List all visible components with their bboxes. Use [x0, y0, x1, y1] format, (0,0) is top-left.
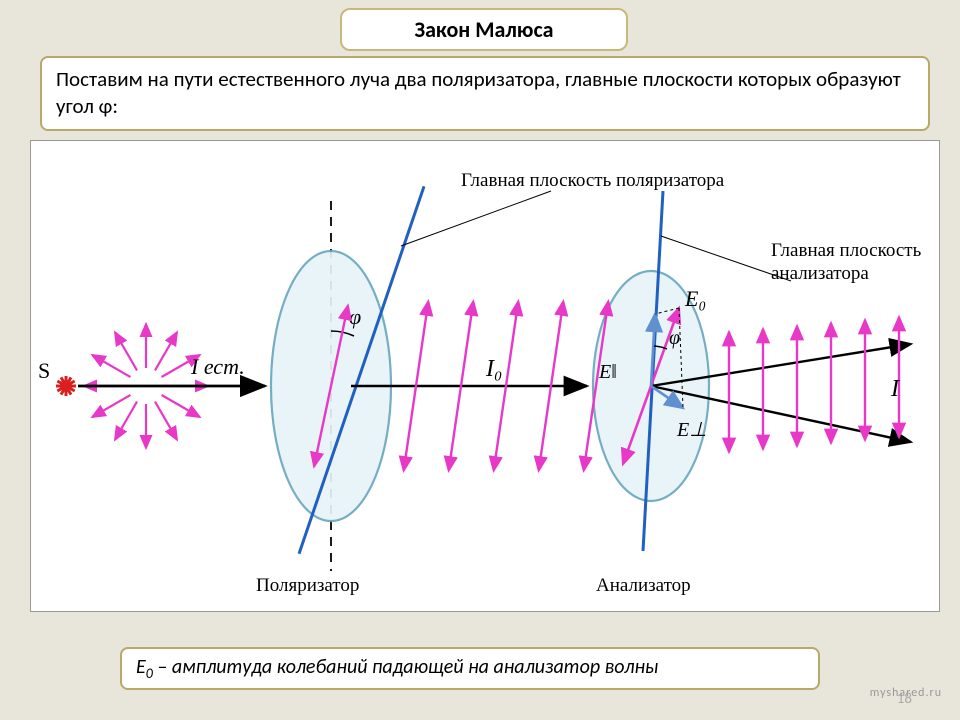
svg-text:E‖: E‖: [598, 361, 617, 383]
svg-text:анализатора: анализатора: [771, 263, 869, 284]
malus-law-diagram: φSI ест.I₀φE₀E‖E⊥IГлавная плоскость поля…: [31, 141, 941, 611]
footer-rest: – амплитуда колебаний падающей на анализ…: [153, 655, 658, 679]
svg-text:S: S: [38, 358, 50, 383]
svg-text:E₀: E₀: [684, 286, 706, 311]
svg-text:φ: φ: [669, 327, 680, 349]
svg-text:Анализатор: Анализатор: [596, 575, 691, 596]
description-box: Поставим на пути естественного луча два …: [40, 56, 930, 131]
footer-E: E: [136, 655, 146, 679]
footer-box: E0 – амплитуда колебаний падающей на ана…: [120, 647, 820, 690]
svg-text:Поляризатор: Поляризатор: [256, 575, 359, 596]
svg-text:Главная плоскость: Главная плоскость: [771, 240, 922, 261]
svg-text:I₀: I₀: [485, 356, 502, 382]
svg-text:E⊥: E⊥: [676, 419, 707, 441]
svg-text:I ест.: I ест.: [190, 354, 245, 379]
svg-text:I: I: [890, 376, 900, 402]
description-text: Поставим на пути естественного луча два …: [56, 66, 901, 119]
svg-text:φ: φ: [349, 304, 361, 329]
diagram-container: φSI ест.I₀φE₀E‖E⊥IГлавная плоскость поля…: [30, 140, 940, 612]
title-box: Закон Малюса: [340, 8, 628, 51]
svg-text:Главная плоскость поляризатора: Главная плоскость поляризатора: [461, 170, 725, 191]
title-text: Закон Малюса: [414, 16, 553, 43]
footer-sub: 0: [146, 665, 153, 682]
watermark: myshared.ru: [870, 686, 942, 700]
